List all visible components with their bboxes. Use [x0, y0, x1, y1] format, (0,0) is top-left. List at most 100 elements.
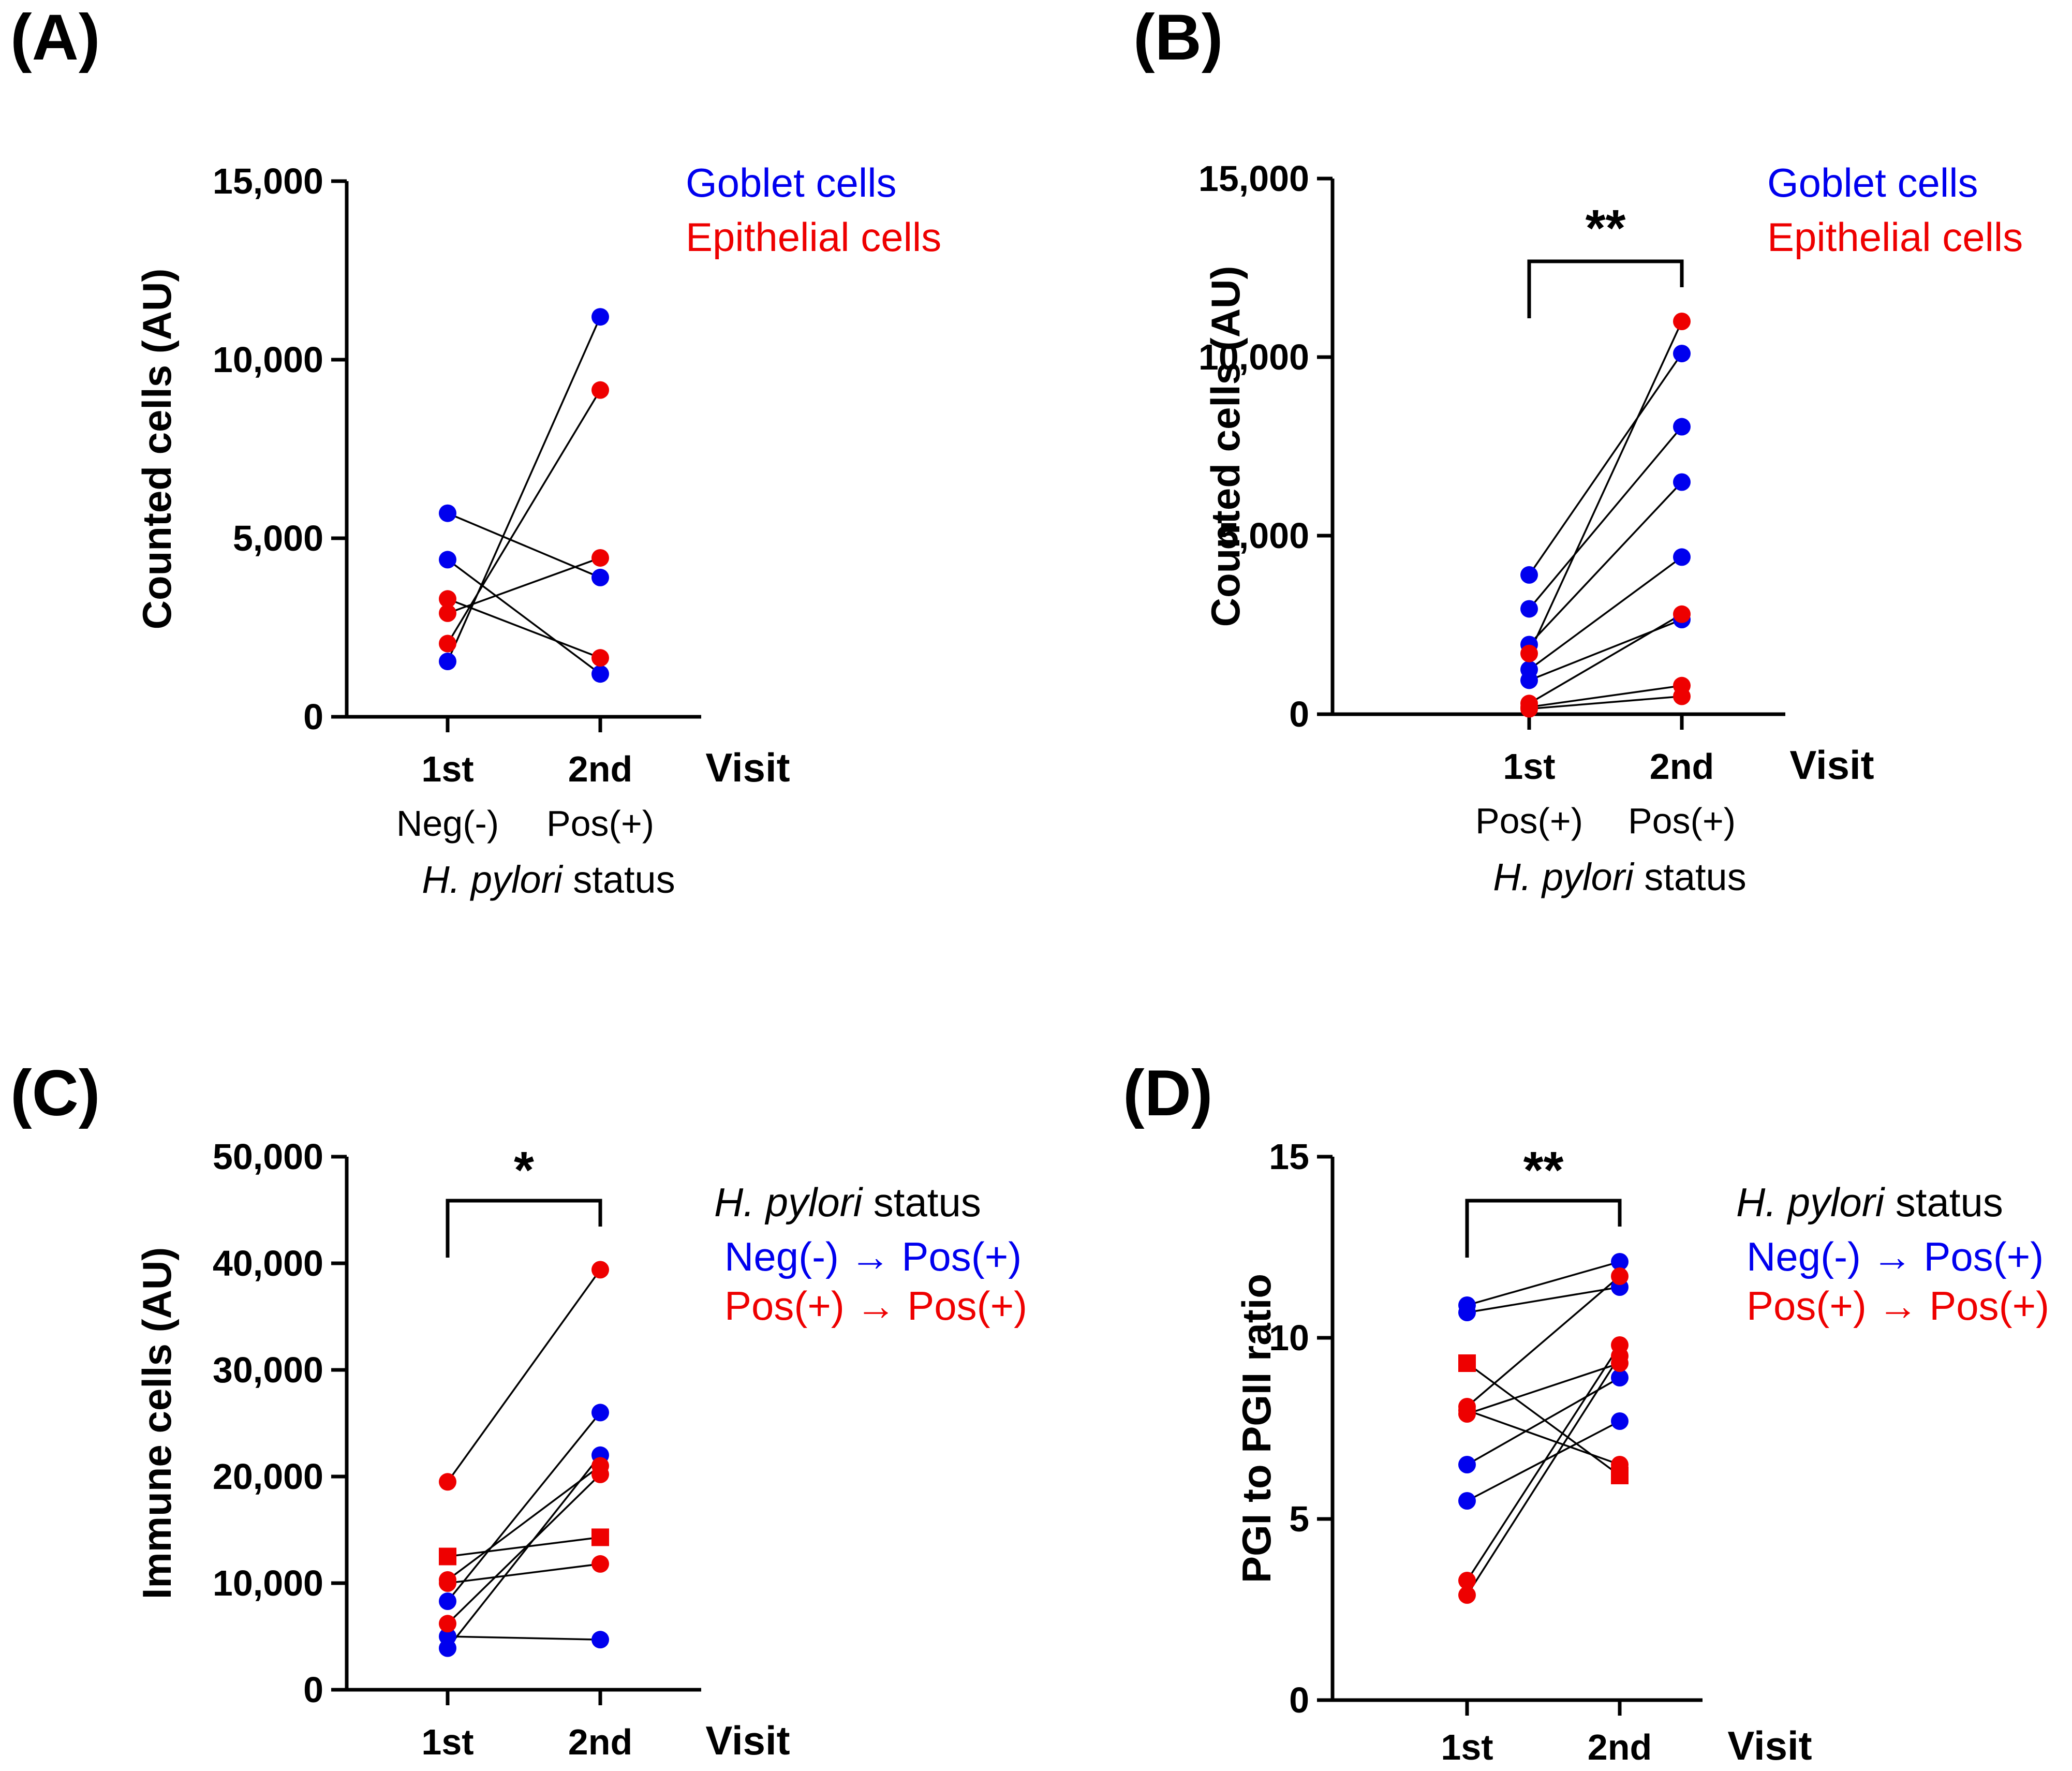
- panel-b-category-label: 1st: [1503, 746, 1555, 787]
- panel-d-point-goblet: [1458, 1492, 1476, 1510]
- panel-c-y-tick-label: 20,000: [213, 1456, 323, 1497]
- panel-b-point-goblet: [1673, 345, 1691, 363]
- panel-d-point-epithelial: [1611, 1267, 1629, 1285]
- panel-b-pair-line: [1528, 556, 1683, 671]
- panel-c-pair-line: [447, 1473, 601, 1625]
- panel-d-point-epithelial: [1458, 1354, 1476, 1372]
- panel-a-point-goblet: [591, 308, 609, 326]
- panel-c-legend-title-italic: H. pylori: [714, 1179, 864, 1225]
- panel-c-y-tick-label: 30,000: [213, 1350, 323, 1390]
- panel-b-x-title: H. pylori status: [1493, 855, 1746, 898]
- panel-a-category-label: 2nd: [568, 749, 632, 789]
- panel-c-y-tick-label: 0: [303, 1670, 323, 1710]
- panel-d-point-epithelial: [1611, 1347, 1629, 1365]
- panel-b-visit-label: Visit: [1789, 742, 1874, 788]
- panel-c-point-epithelial: [439, 1473, 456, 1491]
- panel-a-x-title-rest: status: [563, 858, 675, 901]
- panel-c-category-label: 2nd: [568, 1722, 632, 1762]
- panel-c-point-epithelial: [439, 1615, 456, 1633]
- panel-a-y-tick-label: 5,000: [233, 518, 323, 558]
- panel-a-point-epithelial: [439, 590, 456, 608]
- panel-d-point-epithelial: [1458, 1401, 1476, 1419]
- panel-a: (A) 0 5,000 10,000 15,000 1st Neg(-) 2nd Pos(+) V…: [10, 2, 941, 901]
- panel-b-point-epithelial: [1673, 313, 1691, 330]
- panel-b-point-epithelial: [1673, 687, 1691, 705]
- panel-b-point-goblet: [1673, 418, 1691, 436]
- panel-c-point-epithelial: [439, 1547, 456, 1566]
- panel-a-point-goblet: [439, 551, 456, 569]
- panel-a-visit-label: Visit: [705, 745, 790, 790]
- panel-b-y-tick-label: 5,000: [1219, 515, 1309, 556]
- panel-b-pair-line: [1528, 321, 1683, 654]
- panel-c-point-epithelial: [439, 1574, 456, 1592]
- panel-b-pair-line: [1529, 613, 1682, 704]
- panel-a-point-goblet: [591, 665, 609, 683]
- panel-d-pair-line: [1466, 1362, 1621, 1477]
- panel-a-x-title-italic: H. pylori: [422, 858, 564, 901]
- panel-b-label: (B): [1133, 2, 1223, 73]
- panel-d-significance-label: **: [1523, 1141, 1564, 1199]
- panel-d-pair-line: [1467, 1286, 1620, 1314]
- panel-b: (B) 0 5,000 10,000 15,000 1st Pos(+) 2nd Pos(+) V…: [1133, 2, 2023, 898]
- panel-c-y-tick-label: 50,000: [213, 1137, 323, 1177]
- panel-d-legend-entry: Pos(+) → Pos(+): [1747, 1283, 2049, 1329]
- panel-d-pair-line: [1466, 1345, 1621, 1581]
- panel-b-y-tick-label: 10,000: [1198, 337, 1309, 377]
- panel-b-pair-line: [1528, 353, 1683, 575]
- panel-c-legend-entry: Neg(-) → Pos(+): [724, 1234, 1022, 1279]
- panel-a-category-label: 1st: [421, 749, 473, 789]
- panel-d-point-goblet: [1458, 1304, 1476, 1321]
- panel-a-pair-line: [447, 316, 601, 662]
- panel-c-pair-line: [447, 1635, 601, 1641]
- panel-c-point-epithelial: [591, 1528, 609, 1546]
- panel-d-pair-line: [1467, 1420, 1620, 1502]
- panel-d-y-tick-label: 15: [1269, 1137, 1309, 1177]
- panel-a-x-title: H. pylori status: [422, 858, 675, 901]
- panel-b-y-tick-label: 15,000: [1198, 158, 1309, 199]
- panel-b-legend-entry: Epithelial cells: [1767, 214, 2023, 260]
- panel-d-significance-bracket: [1465, 1199, 1622, 1258]
- panel-a-point-epithelial: [591, 381, 609, 399]
- panel-d-pair-line: [1467, 1261, 1620, 1306]
- panel-c-y-label: Immune cells (AU): [134, 1247, 180, 1599]
- panel-c-y-tick-label: 40,000: [213, 1243, 323, 1283]
- panel-b-status-label: Pos(+): [1628, 801, 1736, 841]
- panel-d-pair-line: [1467, 1377, 1620, 1466]
- panel-d-point-epithelial: [1458, 1572, 1476, 1589]
- panel-a-status-label: Neg(-): [396, 803, 499, 844]
- panel-b-y-label: Counted cells (AU): [1203, 266, 1248, 627]
- panel-c-point-epithelial: [591, 1465, 609, 1483]
- panel-d-pair-line: [1466, 1355, 1621, 1596]
- panel-d-y-tick-label: 10: [1269, 1318, 1309, 1358]
- panel-b-legend-entry: Goblet cells: [1767, 160, 1978, 205]
- panel-d-point-goblet: [1611, 1412, 1629, 1430]
- panel-a-point-epithelial: [591, 549, 609, 567]
- panel-d-legend-title: H. pylori status: [1736, 1179, 2003, 1225]
- panel-c-point-epithelial: [591, 1555, 609, 1573]
- panel-b-category-label: 2nd: [1650, 746, 1714, 787]
- panel-b-point-goblet: [1673, 548, 1691, 566]
- panel-d-legend-title-rest: status: [1884, 1179, 2003, 1225]
- panel-c-point-epithelial: [591, 1261, 609, 1279]
- panel-c-pair-line: [447, 1563, 601, 1584]
- panel-c-pair-line: [447, 1412, 601, 1602]
- panel-c-legend-title: H. pylori status: [714, 1179, 981, 1225]
- panel-d-pair-line: [1467, 1362, 1620, 1415]
- panel-a-y-tick-label: 10,000: [213, 340, 323, 380]
- panel-c-point-goblet: [439, 1592, 456, 1611]
- panel-d-y-tick-label: 0: [1289, 1680, 1309, 1720]
- panel-c-significance-bracket: [446, 1199, 602, 1258]
- panel-a-label: (A): [10, 2, 100, 73]
- panel-a-point-epithelial: [439, 634, 456, 653]
- panel-d-legend-entry: Neg(-) → Pos(+): [1747, 1234, 2044, 1279]
- panel-b-point-goblet: [1520, 671, 1538, 689]
- panel-c-point-goblet: [591, 1404, 609, 1422]
- panel-c-y-tick-label: 10,000: [213, 1563, 323, 1603]
- panel-c-point-goblet: [439, 1639, 456, 1657]
- panel-d-point-goblet: [1458, 1456, 1476, 1473]
- panel-a-pair-line: [447, 558, 601, 675]
- panel-b-point-epithelial: [1520, 700, 1538, 718]
- panel-c-pair-line: [447, 1269, 601, 1483]
- panel-b-pair-line: [1529, 618, 1682, 682]
